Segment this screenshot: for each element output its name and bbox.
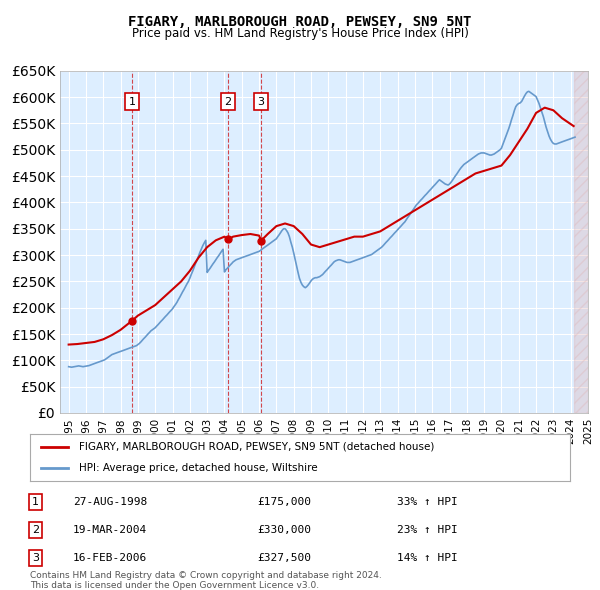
Text: 14% ↑ HPI: 14% ↑ HPI — [397, 553, 458, 563]
Text: 1: 1 — [128, 97, 136, 107]
Text: FIGARY, MARLBOROUGH ROAD, PEWSEY, SN9 5NT: FIGARY, MARLBOROUGH ROAD, PEWSEY, SN9 5N… — [128, 15, 472, 29]
Text: 16-FEB-2006: 16-FEB-2006 — [73, 553, 148, 563]
Text: 3: 3 — [257, 97, 265, 107]
Text: 1: 1 — [32, 497, 39, 507]
Text: FIGARY, MARLBOROUGH ROAD, PEWSEY, SN9 5NT (detached house): FIGARY, MARLBOROUGH ROAD, PEWSEY, SN9 5N… — [79, 442, 434, 452]
Text: HPI: Average price, detached house, Wiltshire: HPI: Average price, detached house, Wilt… — [79, 463, 317, 473]
Text: 27-AUG-1998: 27-AUG-1998 — [73, 497, 148, 507]
Text: Price paid vs. HM Land Registry's House Price Index (HPI): Price paid vs. HM Land Registry's House … — [131, 27, 469, 40]
Text: 33% ↑ HPI: 33% ↑ HPI — [397, 497, 458, 507]
Text: 19-MAR-2004: 19-MAR-2004 — [73, 525, 148, 535]
Text: £330,000: £330,000 — [257, 525, 311, 535]
Text: 23% ↑ HPI: 23% ↑ HPI — [397, 525, 458, 535]
Text: Contains HM Land Registry data © Crown copyright and database right 2024.: Contains HM Land Registry data © Crown c… — [30, 571, 382, 580]
Text: 2: 2 — [224, 97, 232, 107]
Text: £175,000: £175,000 — [257, 497, 311, 507]
Text: 3: 3 — [32, 553, 39, 563]
Text: 2: 2 — [32, 525, 39, 535]
Text: This data is licensed under the Open Government Licence v3.0.: This data is licensed under the Open Gov… — [30, 581, 319, 590]
Text: £327,500: £327,500 — [257, 553, 311, 563]
